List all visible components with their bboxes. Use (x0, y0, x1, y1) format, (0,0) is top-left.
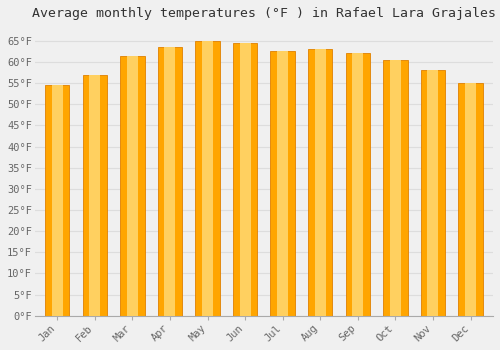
Bar (158, 47, 182, 316)
Bar (127, 56, 138, 316)
Bar (164, 47, 175, 316)
Bar (390, 60, 401, 316)
Bar (82, 75, 107, 316)
Bar (52, 85, 63, 316)
Bar (465, 83, 476, 316)
Bar (196, 41, 220, 316)
Bar (233, 43, 258, 316)
Bar (308, 49, 332, 316)
Bar (277, 51, 288, 316)
Bar (202, 41, 213, 316)
Bar (420, 70, 445, 316)
Bar (428, 70, 438, 316)
Bar (352, 54, 364, 316)
Bar (346, 54, 370, 316)
Bar (240, 43, 250, 316)
Title: Average monthly temperatures (°F ) in Rafael Lara Grajales: Average monthly temperatures (°F ) in Ra… (32, 7, 496, 20)
Bar (383, 60, 407, 316)
Bar (45, 85, 70, 316)
Bar (120, 56, 144, 316)
Bar (314, 49, 326, 316)
Bar (90, 75, 101, 316)
Bar (458, 83, 482, 316)
Bar (270, 51, 295, 316)
